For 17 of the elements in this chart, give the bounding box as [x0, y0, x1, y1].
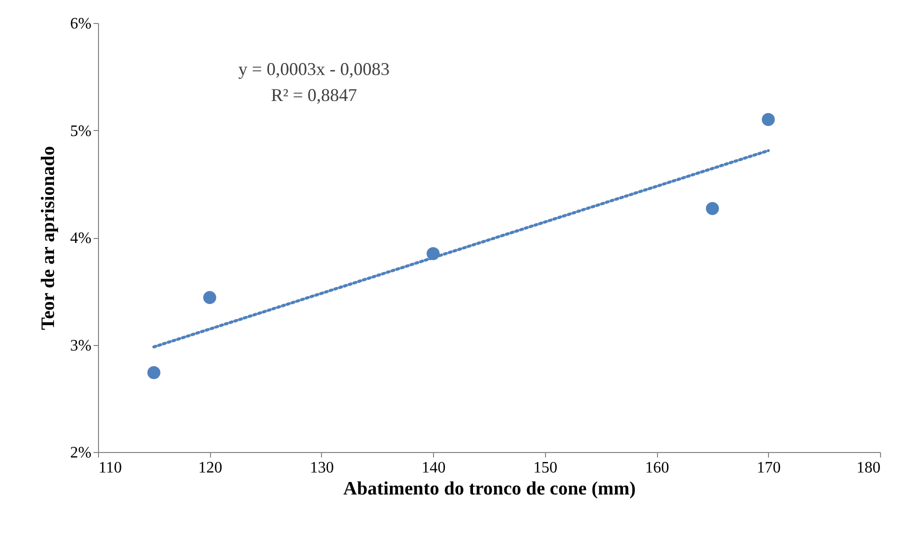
x-tick-label: 170 — [756, 460, 781, 476]
annotation: y = 0,0003x - 0,0083 — [238, 59, 390, 79]
x-tick-label: 180 — [856, 460, 880, 476]
y-tick-label: 3% — [70, 337, 92, 354]
x-axis-title: Abatimento do tronco de cone (mm) — [343, 478, 636, 500]
x-tick-label: 110 — [98, 460, 122, 476]
x-tick-label: 150 — [533, 460, 558, 476]
y-tick-label: 5% — [70, 122, 92, 140]
x-tick-label: 120 — [198, 460, 222, 476]
y-tick-label: 2% — [70, 444, 92, 462]
x-tick-label: 130 — [310, 460, 334, 476]
x-tick-label: 160 — [645, 460, 670, 476]
y-axis-title: Teor de ar aprisionado — [38, 146, 60, 330]
y-tick-label: 6% — [70, 16, 92, 32]
y-tick-label: 4% — [70, 230, 92, 247]
annotation: R² = 0,8847 — [270, 85, 358, 105]
x-tick-label: 140 — [422, 460, 446, 476]
